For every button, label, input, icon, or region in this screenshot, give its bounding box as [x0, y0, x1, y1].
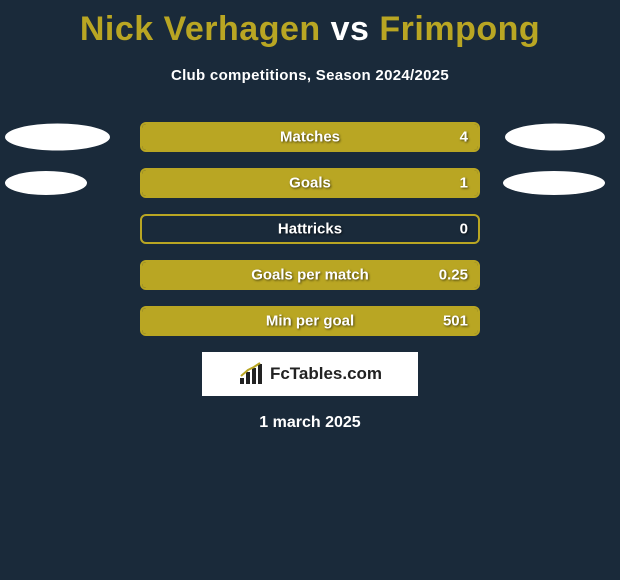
stat-value: 0 [460, 221, 468, 238]
stat-bar-fill [142, 124, 478, 150]
subtitle: Club competitions, Season 2024/2025 [0, 67, 620, 84]
stat-bar: Goals1 [140, 168, 480, 198]
stat-row: Min per goal501 [0, 306, 620, 336]
vs-separator: vs [331, 10, 370, 48]
footer-logo-text: FcTables.com [270, 364, 382, 384]
stat-bar: Goals per match0.25 [140, 260, 480, 290]
stat-row: Hattricks0 [0, 214, 620, 244]
right-ellipse [505, 124, 605, 151]
stat-row: Matches4 [0, 122, 620, 152]
page-title: Nick Verhagen vs Frimpong [0, 0, 620, 49]
bar-chart-icon [238, 362, 266, 386]
date-label: 1 march 2025 [0, 414, 620, 432]
player1-name: Nick Verhagen [80, 10, 321, 48]
stat-bar: Min per goal501 [140, 306, 480, 336]
stat-label: Hattricks [142, 221, 478, 238]
player2-name: Frimpong [379, 10, 540, 48]
right-ellipse [503, 171, 605, 195]
stat-row: Goals per match0.25 [0, 260, 620, 290]
stat-bar-fill [142, 170, 478, 196]
left-ellipse [5, 124, 110, 151]
stat-bar-fill [142, 308, 478, 334]
comparison-chart: Matches4 Goals1 Hattricks0 Goals per match0… [0, 122, 620, 336]
stat-row: Goals1 [0, 168, 620, 198]
stat-bar: Matches4 [140, 122, 480, 152]
left-ellipse [5, 171, 87, 195]
stat-bar: Hattricks0 [140, 214, 480, 244]
footer-logo: FcTables.com [202, 352, 418, 396]
stat-bar-fill [142, 262, 478, 288]
